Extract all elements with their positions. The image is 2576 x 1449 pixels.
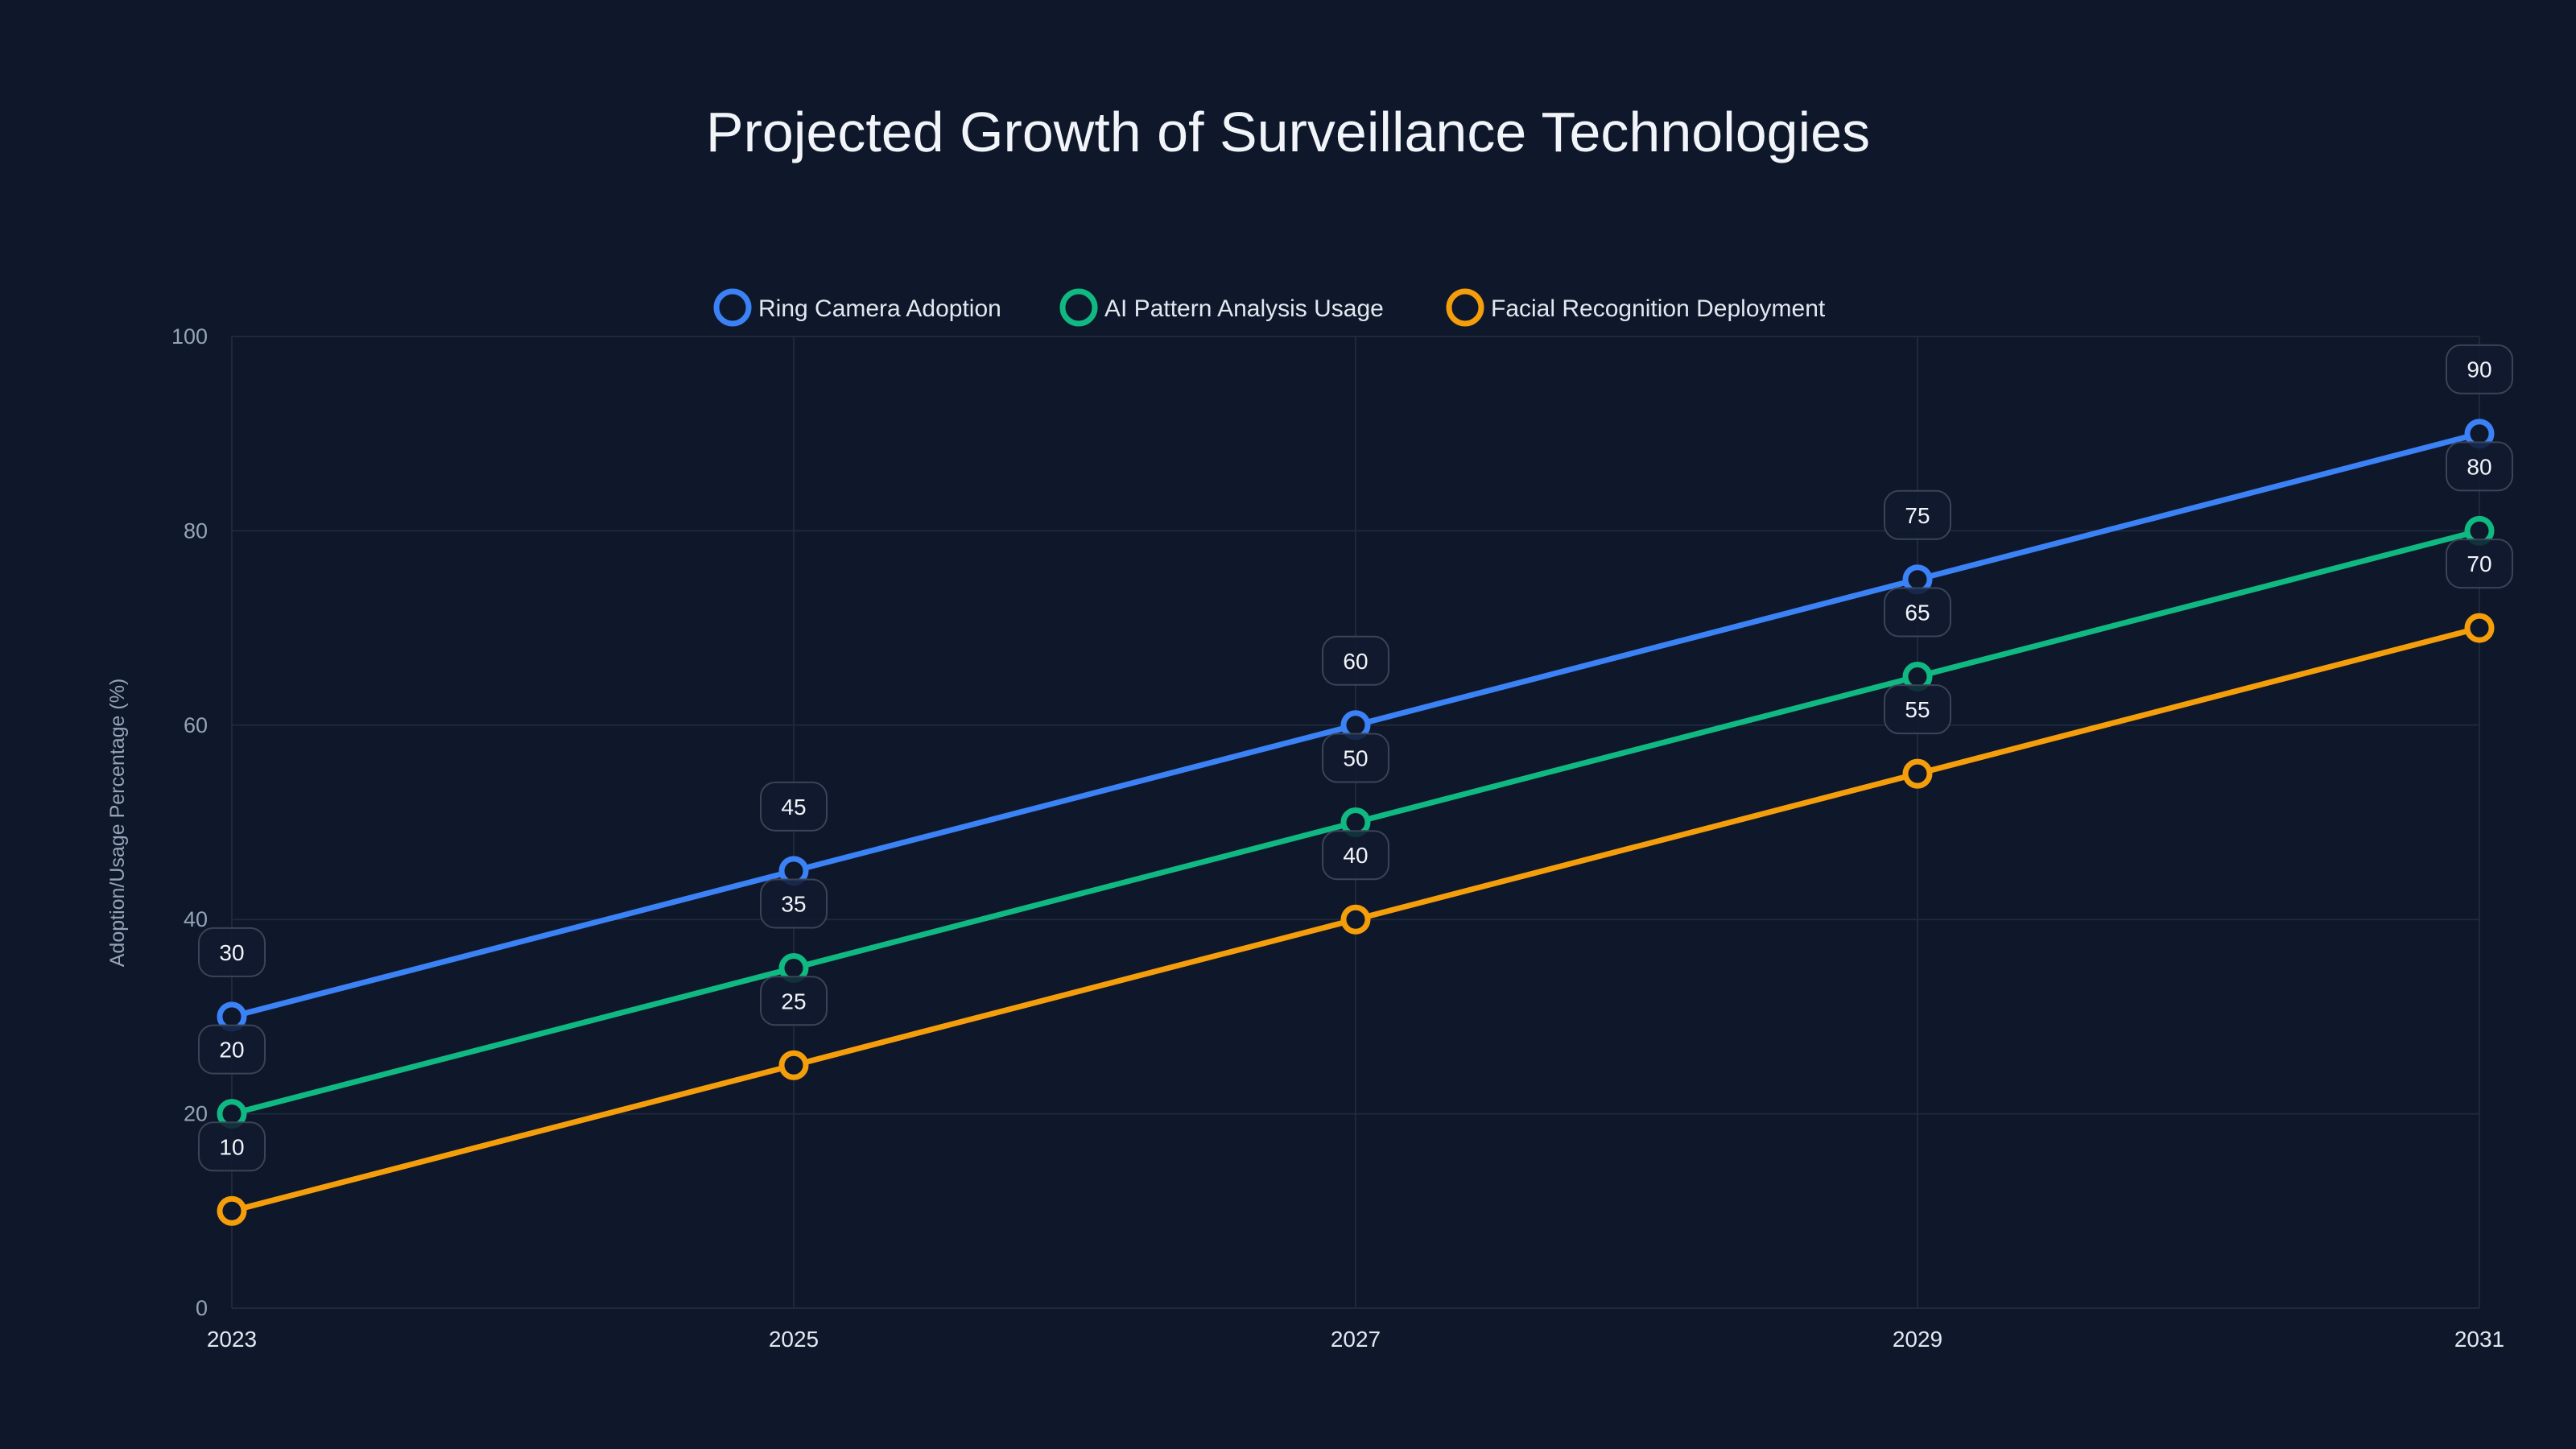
- x-axis-ticks: 2023 2025 2027 2029 2031: [207, 1327, 2504, 1352]
- legend: Ring Camera Adoption AI Pattern Analysis …: [713, 288, 1826, 327]
- data-labels: 30 45 60 75 90 20 35 50 65 80 10 25 40 55 70: [198, 344, 2513, 1172]
- data-label: 40: [1343, 843, 1368, 868]
- data-label: 55: [1905, 697, 1930, 722]
- x-tick-label: 2031: [2454, 1327, 2504, 1352]
- legend-marker-icon: [713, 288, 752, 327]
- y-tick-label: 40: [184, 907, 208, 931]
- data-label: 65: [1905, 600, 1930, 625]
- series-lines: [217, 419, 2495, 1226]
- data-label-box: [1322, 733, 1389, 783]
- data-label-box: [198, 927, 266, 977]
- legend-marker-icon: [1446, 288, 1484, 327]
- x-tick-label: 2027: [1331, 1327, 1381, 1352]
- data-label: 30: [219, 940, 244, 965]
- data-point: [2464, 613, 2495, 643]
- data-label: 25: [781, 989, 806, 1013]
- data-label: 90: [2467, 357, 2491, 382]
- legend-marker-icon: [1059, 288, 1098, 327]
- data-label: 60: [1343, 649, 1368, 674]
- data-label-box: [1884, 684, 1951, 735]
- data-label-box: [2446, 539, 2513, 589]
- data-label: 20: [219, 1038, 244, 1063]
- data-label-box: [760, 781, 828, 832]
- y-tick-label: 0: [196, 1296, 208, 1320]
- x-tick-label: 2029: [1893, 1327, 1942, 1352]
- data-label: 35: [781, 892, 806, 917]
- data-label: 45: [781, 795, 806, 819]
- legend-label: Ring Camera Adoption: [758, 295, 1001, 322]
- data-point: [778, 1050, 809, 1080]
- data-label-box: [1322, 635, 1389, 686]
- data-label: 10: [219, 1134, 244, 1159]
- data-point: [217, 1195, 247, 1226]
- data-label-box: [760, 976, 828, 1026]
- data-label-box: [198, 1024, 266, 1075]
- y-tick-label: 60: [184, 713, 208, 737]
- data-label: 70: [2467, 551, 2491, 576]
- y-tick-label: 80: [184, 518, 208, 543]
- legend-label: AI Pattern Analysis Usage: [1104, 295, 1384, 322]
- y-tick-label: 20: [184, 1102, 208, 1126]
- data-label-box: [198, 1121, 266, 1172]
- y-axis-ticks: 0 20 40 60 80 100: [171, 324, 208, 1320]
- data-point: [1902, 758, 1933, 789]
- x-tick-label: 2023: [207, 1327, 257, 1352]
- x-tick-label: 2025: [769, 1327, 819, 1352]
- data-label: 50: [1343, 746, 1368, 771]
- data-label: 80: [2467, 454, 2491, 479]
- data-label-box: [760, 878, 828, 929]
- y-axis-label: Adoption/Usage Percentage (%): [106, 679, 129, 968]
- chart-title: Projected Growth of Surveillance Technol…: [706, 101, 1870, 163]
- data-label-box: [2446, 344, 2513, 394]
- data-label-box: [1322, 830, 1389, 881]
- data-label-box: [1884, 587, 1951, 638]
- y-tick-label: 100: [171, 324, 208, 349]
- data-point: [1340, 904, 1371, 935]
- legend-label: Facial Recognition Deployment: [1491, 295, 1826, 322]
- data-label-box: [2446, 441, 2513, 492]
- data-label-box: [1884, 489, 1951, 540]
- data-label: 75: [1905, 503, 1930, 528]
